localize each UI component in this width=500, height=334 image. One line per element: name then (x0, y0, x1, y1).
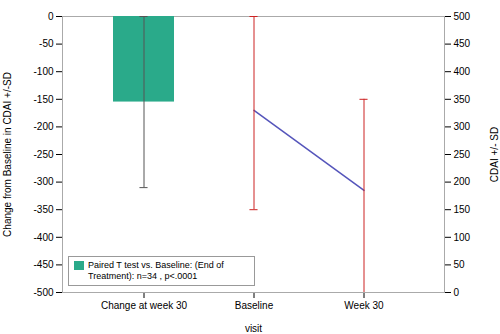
svg-text:150: 150 (454, 204, 471, 215)
svg-text:500: 500 (454, 11, 471, 22)
svg-text:-150: -150 (33, 94, 53, 105)
svg-text:-200: -200 (33, 121, 53, 132)
svg-text:100: 100 (454, 232, 471, 243)
svg-text:-400: -400 (33, 232, 53, 243)
svg-text:Change from Baseline in CDAI +: Change from Baseline in CDAI +/-SD (2, 72, 13, 237)
svg-text:-350: -350 (33, 204, 53, 215)
svg-text:350: 350 (454, 94, 471, 105)
svg-text:200: 200 (454, 176, 471, 187)
svg-text:Change at week 30: Change at week 30 (101, 300, 188, 311)
svg-text:-300: -300 (33, 176, 53, 187)
svg-text:Week 30: Week 30 (344, 300, 384, 311)
svg-text:-50: -50 (39, 38, 54, 49)
svg-text:visit: visit (245, 323, 262, 334)
svg-text:250: 250 (454, 149, 471, 160)
svg-text:450: 450 (454, 38, 471, 49)
svg-text:300: 300 (454, 121, 471, 132)
svg-text:-500: -500 (33, 287, 53, 298)
svg-text:0: 0 (454, 287, 460, 298)
svg-text:400: 400 (454, 66, 471, 77)
svg-text:-450: -450 (33, 259, 53, 270)
svg-text:Baseline: Baseline (235, 300, 274, 311)
svg-text:-100: -100 (33, 66, 53, 77)
svg-text:0: 0 (48, 11, 54, 22)
svg-text:50: 50 (454, 259, 466, 270)
html-text:Paired T test vs. Baseline: (E: Paired T test vs. Baseline: (End of Trea… (88, 259, 224, 281)
svg-text:CDAI +/- SD: CDAI +/- SD (489, 127, 500, 182)
svg-text:-250: -250 (33, 149, 53, 160)
